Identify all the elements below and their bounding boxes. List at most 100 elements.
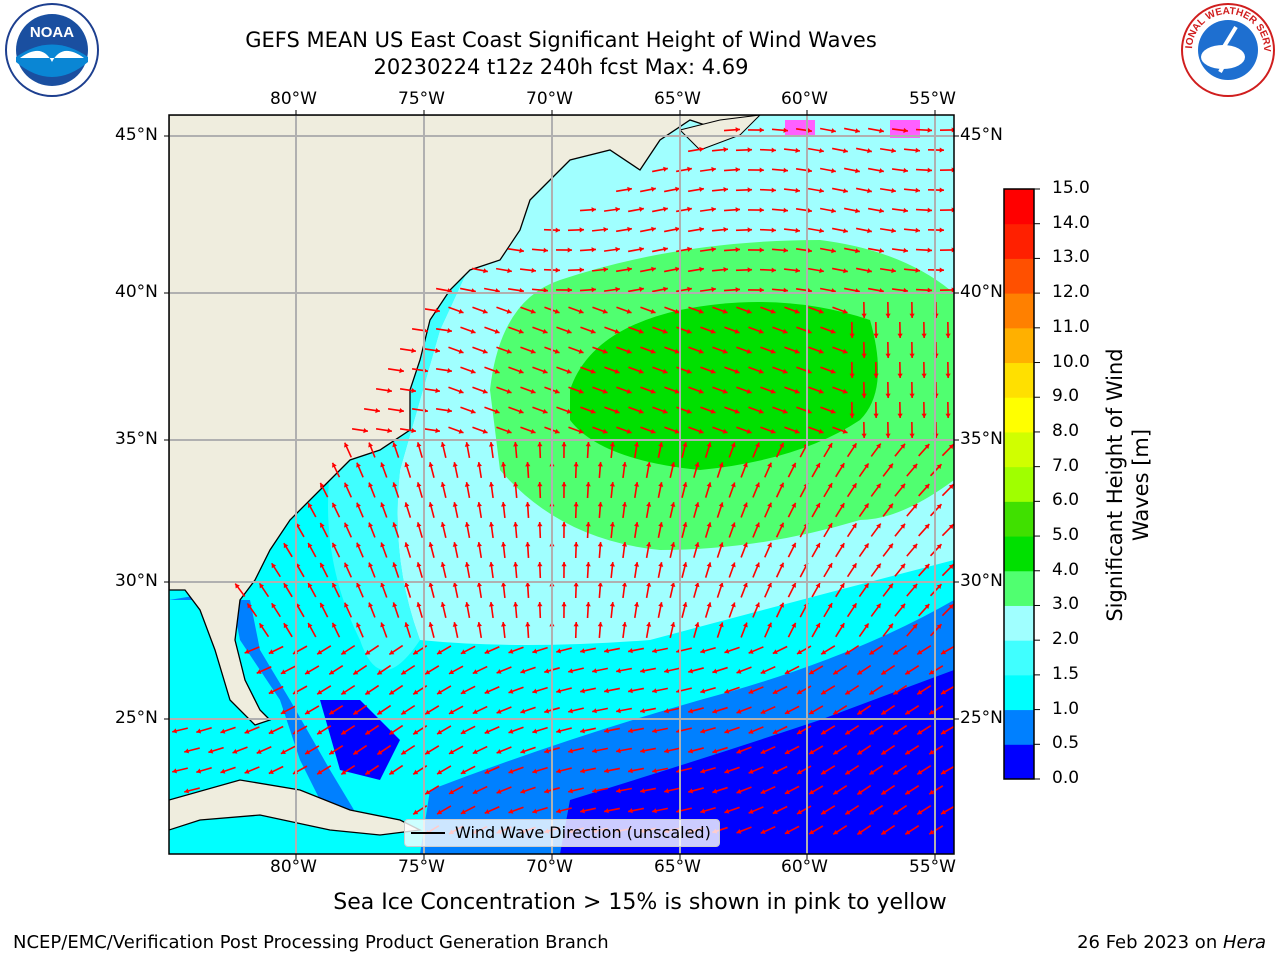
wave-direction-arrow [567,227,585,233]
wave-direction-arrow [772,366,788,374]
wave-direction-arrow [711,187,729,193]
wave-direction-arrow [609,601,615,619]
wave-direction-arrow [307,502,317,518]
wave-direction-arrow [699,286,717,293]
wave-direction-arrow [916,685,932,695]
wave-direction-arrow [416,602,423,618]
wave-direction-arrow [343,522,353,538]
wave-direction-arrow [915,207,933,213]
wave-direction-arrow [941,563,954,577]
wave-direction-arrow [740,502,748,518]
wave-direction-arrow [811,502,821,518]
wave-direction-arrow [832,785,848,795]
wave-direction-arrow [495,267,513,274]
wave-direction-arrow [760,306,776,314]
wave-direction-arrow [520,786,536,794]
wave-direction-arrow [728,522,736,538]
wave-direction-arrow [472,426,488,434]
wave-direction-arrow [368,522,376,538]
wave-direction-arrow [464,521,471,539]
wave-direction-arrow [735,227,753,233]
wave-direction-arrow [808,705,824,715]
wave-direction-arrow [736,826,752,834]
wave-direction-arrow [628,326,644,334]
wave-direction-arrow [340,644,356,656]
wave-direction-arrow [664,707,680,714]
wave-direction-arrow [392,522,400,538]
wave-direction-arrow [885,341,891,359]
wave-direction-arrow [435,368,453,374]
wave-direction-arrow [633,601,640,619]
wave-direction-arrow [832,386,848,394]
wave-direction-arrow [894,443,906,457]
wave-direction-arrow [657,442,664,458]
wave-direction-arrow [882,543,894,557]
wave-direction-arrow [184,787,200,794]
wave-direction-arrow [580,687,596,694]
wave-direction-arrow [906,543,918,557]
wave-direction-arrow [711,227,729,233]
wave-direction-arrow [704,562,712,578]
wave-direction-arrow [615,707,633,714]
wave-direction-arrow [295,602,305,618]
colorbar-segment [1004,258,1034,294]
wave-direction-arrow [856,784,872,796]
sea-ice-patch [785,120,815,135]
wave-direction-arrow [723,127,741,133]
wave-direction-arrow [525,501,531,519]
wave-direction-arrow [835,622,845,638]
wave-direction-arrow [808,665,824,675]
wave-direction-arrow [772,685,788,695]
wave-direction-arrow [700,646,716,654]
wave-direction-arrow [844,724,860,736]
wave-direction-arrow [835,542,845,558]
wave-direction-arrow [616,386,632,394]
wave-direction-arrow [752,522,760,538]
wave-direction-arrow [585,441,591,459]
wave-direction-arrow [879,187,897,194]
colorbar-segment [1004,709,1034,745]
wave-direction-arrow [436,685,452,695]
wave-direction-arrow [712,426,728,434]
wave-direction-arrow [496,786,512,794]
wave-direction-arrow [573,581,579,599]
wave-direction-arrow [885,421,891,439]
wave-direction-arrow [835,582,845,598]
wave-direction-arrow [627,286,645,293]
wave-direction-arrow [823,442,833,458]
wave-direction-arrow [627,727,645,734]
wave-direction-arrow [819,167,837,174]
wave-direction-arrow [580,807,596,814]
wave-direction-arrow [537,441,543,459]
wave-direction-arrow [716,622,724,638]
wave-direction-arrow [368,442,376,458]
wave-direction-arrow [440,602,447,618]
wave-direction-arrow [501,541,507,559]
wave-direction-arrow [669,502,676,518]
wave-direction-arrow [356,502,364,518]
wave-direction-arrow [592,386,608,394]
wave-direction-arrow [568,747,584,754]
wave-direction-arrow [760,386,776,394]
wave-direction-arrow [639,707,657,714]
wave-direction-arrow [404,542,412,558]
wave-direction-arrow [916,765,932,775]
wave-direction-arrow [633,521,640,539]
wave-direction-arrow [604,406,620,414]
wave-direction-arrow [771,127,789,133]
wave-direction-arrow [820,366,836,374]
wave-direction-arrow [568,386,584,394]
wave-direction-arrow [501,581,507,599]
wave-direction-arrow [775,522,785,538]
wave-direction-arrow [796,645,812,655]
colorbar-segment [1004,397,1034,433]
wave-direction-arrow [903,227,921,233]
wave-direction-arrow [700,366,716,374]
wave-direction-arrow [597,461,603,479]
wave-direction-arrow [621,581,628,599]
wave-direction-arrow [740,582,748,598]
coord-label: 40°N [115,282,158,302]
wave-direction-arrow [376,744,392,756]
wave-direction-arrow [448,785,464,795]
wave-direction-arrow [820,645,836,655]
